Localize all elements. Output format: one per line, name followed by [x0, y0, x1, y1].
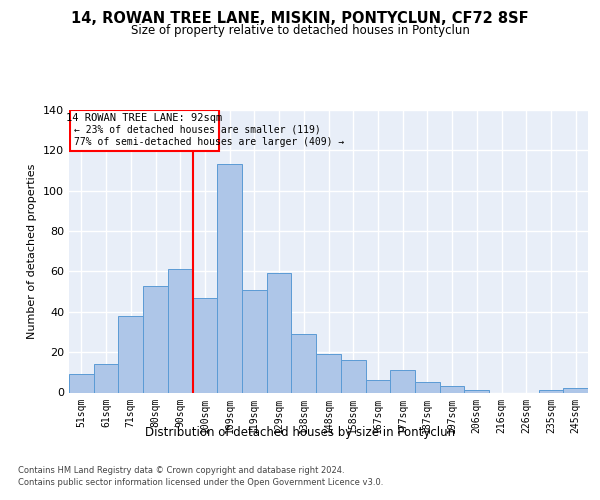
Y-axis label: Number of detached properties: Number of detached properties	[28, 164, 37, 339]
Text: Contains HM Land Registry data © Crown copyright and database right 2024.: Contains HM Land Registry data © Crown c…	[18, 466, 344, 475]
Bar	[168, 270, 193, 392]
Bar	[94, 364, 118, 392]
Bar	[539, 390, 563, 392]
Text: Contains public sector information licensed under the Open Government Licence v3: Contains public sector information licen…	[18, 478, 383, 487]
Text: ← 23% of detached houses are smaller (119): ← 23% of detached houses are smaller (11…	[74, 124, 320, 134]
Bar	[464, 390, 489, 392]
Bar	[70, 110, 218, 152]
Bar	[143, 286, 168, 393]
Bar	[440, 386, 464, 392]
Bar	[341, 360, 365, 392]
Bar	[563, 388, 588, 392]
Text: Size of property relative to detached houses in Pontyclun: Size of property relative to detached ho…	[131, 24, 469, 37]
Bar	[390, 370, 415, 392]
Bar	[267, 274, 292, 392]
Text: 14 ROWAN TREE LANE: 92sqm: 14 ROWAN TREE LANE: 92sqm	[66, 112, 223, 122]
Text: 77% of semi-detached houses are larger (409) →: 77% of semi-detached houses are larger (…	[74, 138, 344, 147]
Bar	[193, 298, 217, 392]
Text: 14, ROWAN TREE LANE, MISKIN, PONTYCLUN, CF72 8SF: 14, ROWAN TREE LANE, MISKIN, PONTYCLUN, …	[71, 11, 529, 26]
Bar	[292, 334, 316, 392]
Bar	[365, 380, 390, 392]
Text: Distribution of detached houses by size in Pontyclun: Distribution of detached houses by size …	[145, 426, 455, 439]
Bar	[217, 164, 242, 392]
Bar	[415, 382, 440, 392]
Bar	[118, 316, 143, 392]
Bar	[69, 374, 94, 392]
Bar	[316, 354, 341, 393]
Bar	[242, 290, 267, 393]
